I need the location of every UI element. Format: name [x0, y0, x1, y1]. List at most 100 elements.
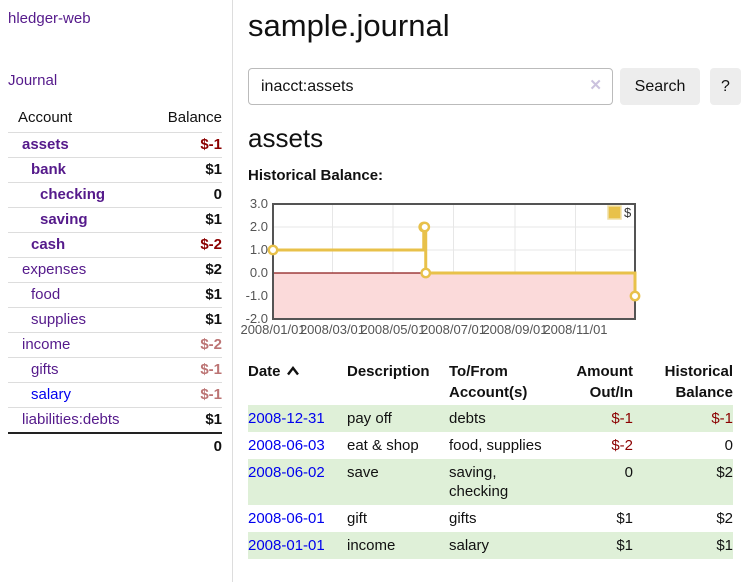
- sidebar-account-balance: $-1: [200, 361, 222, 378]
- sidebar-account-row: gifts $-1: [8, 357, 222, 383]
- search-bar: ✕ Search ?: [248, 68, 741, 105]
- register-header-row: Date Description To/From Account(s) Amou…: [248, 361, 733, 405]
- sidebar-account-link-supplies[interactable]: supplies: [31, 311, 87, 328]
- sidebar-account-row: checking 0: [8, 182, 222, 208]
- help-button[interactable]: ?: [710, 68, 741, 105]
- spacer: [8, 433, 152, 460]
- register-row: 2008-06-02 save saving, checking 0 $2: [248, 459, 733, 505]
- sidebar-account-row: liabilities:debts $1: [8, 407, 222, 434]
- sidebar-account-link-salary[interactable]: salary: [31, 386, 72, 403]
- search-input[interactable]: [248, 68, 613, 105]
- sidebar-account-link-bank[interactable]: bank: [31, 161, 67, 178]
- transaction-accounts: food, supplies: [449, 437, 542, 454]
- x-tick-label: 2008/11/01: [543, 322, 607, 337]
- sidebar-account-row: income $-2: [8, 332, 222, 358]
- sidebar-account-row: food $1: [8, 282, 222, 308]
- transaction-balance: $2: [716, 510, 733, 527]
- chart-title: Historical Balance:: [248, 167, 384, 184]
- main-content: sample.journal ✕ Search ? assets Histori…: [233, 0, 742, 582]
- transaction-balance: 0: [724, 437, 733, 454]
- transaction-description: eat & shop: [347, 437, 419, 454]
- x-tick-label: 2008/03/01: [300, 322, 365, 337]
- transaction-date-link[interactable]: 2008-12-31: [248, 410, 325, 427]
- transaction-balance: $1: [716, 537, 733, 554]
- sidebar-account-balance: $1: [205, 311, 222, 328]
- transaction-amount: $1: [616, 510, 633, 527]
- sidebar-account-link-saving[interactable]: saving: [40, 211, 88, 228]
- sidebar-accounts-table: Account Balance assets $-1 bank $1 checking 0…: [8, 105, 222, 460]
- sidebar-account-row: cash $-2: [8, 232, 222, 258]
- sidebar-account-balance: $1: [205, 286, 222, 303]
- sidebar-account-balance: $-1: [200, 136, 222, 153]
- register-row: 2008-12-31 pay off debts $-1 $-1: [248, 405, 733, 432]
- sidebar-total-balance: 0: [213, 438, 222, 455]
- sidebar-account-row: salary $-1: [8, 382, 222, 408]
- sort-ascending-icon: [286, 366, 299, 376]
- sidebar-account-balance: $-1: [200, 386, 222, 403]
- historical-balance-chart: $3.0 2.0 1.0 0.0 -1.0 -2.02008/01/012008/03/0…: [240, 196, 641, 337]
- sidebar-accounts-header-row: Account Balance: [8, 105, 222, 133]
- y-tick-label: 1.0: [250, 242, 268, 257]
- sidebar-account-link-income[interactable]: income: [22, 336, 71, 353]
- x-tick-label: 2008/01/01: [240, 322, 305, 337]
- account-column-header: Account: [18, 109, 73, 126]
- sidebar-account-row: assets $-1: [8, 132, 222, 158]
- account-heading: assets: [248, 123, 324, 153]
- y-tick-label: -2.0: [246, 311, 268, 326]
- y-tick-label: 2.0: [250, 219, 268, 234]
- sidebar-account-link-expenses[interactable]: expenses: [22, 261, 87, 278]
- transaction-amount: 0: [624, 464, 633, 481]
- transaction-amount: $-1: [611, 410, 633, 427]
- y-tick-label: -1.0: [246, 288, 268, 303]
- sidebar: hledger-web Journal Account Balance asse…: [0, 0, 233, 582]
- chart-data-point: [420, 267, 432, 279]
- sidebar-account-balance: $1: [205, 411, 222, 428]
- search-button[interactable]: Search: [620, 68, 700, 105]
- page-title: sample.journal: [248, 8, 450, 43]
- sidebar-account-link-liabilities-debts[interactable]: liabilities:debts: [22, 411, 120, 428]
- register-row: 2008-06-01 gift gifts $1 $2: [248, 505, 733, 532]
- clear-search-icon[interactable]: ✕: [589, 77, 602, 94]
- register-row: 2008-06-03 eat & shop food, supplies $-2 0: [248, 432, 733, 459]
- sidebar-account-row: bank $1: [8, 157, 222, 183]
- transaction-accounts: debts: [449, 410, 486, 427]
- transaction-balance: $-1: [711, 410, 733, 427]
- date-header-label: Date: [248, 363, 281, 380]
- balance-column-header: Historical Balance: [664, 363, 733, 401]
- chart-data-point: [629, 290, 641, 302]
- transaction-balance: $2: [716, 464, 733, 481]
- sidebar-account-row: saving $1: [8, 207, 222, 233]
- y-tick-label: 3.0: [250, 196, 268, 211]
- date-column-header[interactable]: Date: [248, 361, 347, 405]
- chart-data-point: [267, 244, 279, 256]
- y-tick-label: 0.0: [250, 265, 268, 280]
- sidebar-account-balance: 0: [213, 186, 222, 203]
- sidebar-total-row: 0: [8, 433, 222, 460]
- search-box: ✕: [248, 68, 613, 105]
- sidebar-account-balance: $-2: [200, 236, 222, 253]
- transaction-date-link[interactable]: 2008-06-02: [248, 464, 325, 481]
- nav-journal-link[interactable]: Journal: [8, 72, 58, 89]
- chart-legend-swatch: [607, 205, 622, 220]
- balance-column-header: Balance: [167, 109, 222, 126]
- sidebar-account-link-cash[interactable]: cash: [31, 236, 66, 253]
- transaction-description: pay off: [347, 410, 392, 427]
- register-row: 2008-01-01 income salary $1 $1: [248, 532, 733, 559]
- transaction-date-link[interactable]: 2008-01-01: [248, 537, 325, 554]
- transaction-accounts: saving, checking: [449, 464, 509, 500]
- chart-legend-label: $: [624, 205, 632, 220]
- sidebar-account-balance: $2: [205, 261, 222, 278]
- transaction-date-link[interactable]: 2008-06-01: [248, 510, 325, 527]
- transaction-description: income: [347, 537, 396, 554]
- chart-data-point: [419, 221, 431, 233]
- x-tick-label: 2008/07/01: [421, 322, 486, 337]
- transaction-date-link[interactable]: 2008-06-03: [248, 437, 325, 454]
- sidebar-account-link-gifts[interactable]: gifts: [31, 361, 59, 378]
- sidebar-account-link-checking[interactable]: checking: [40, 186, 106, 203]
- sidebar-account-balance: $-2: [200, 336, 222, 353]
- sidebar-account-link-food[interactable]: food: [31, 286, 61, 303]
- transaction-description: save: [347, 464, 379, 481]
- sidebar-account-link-assets[interactable]: assets: [22, 136, 69, 153]
- brand-link[interactable]: hledger-web: [8, 10, 91, 27]
- transaction-amount: $-2: [611, 437, 633, 454]
